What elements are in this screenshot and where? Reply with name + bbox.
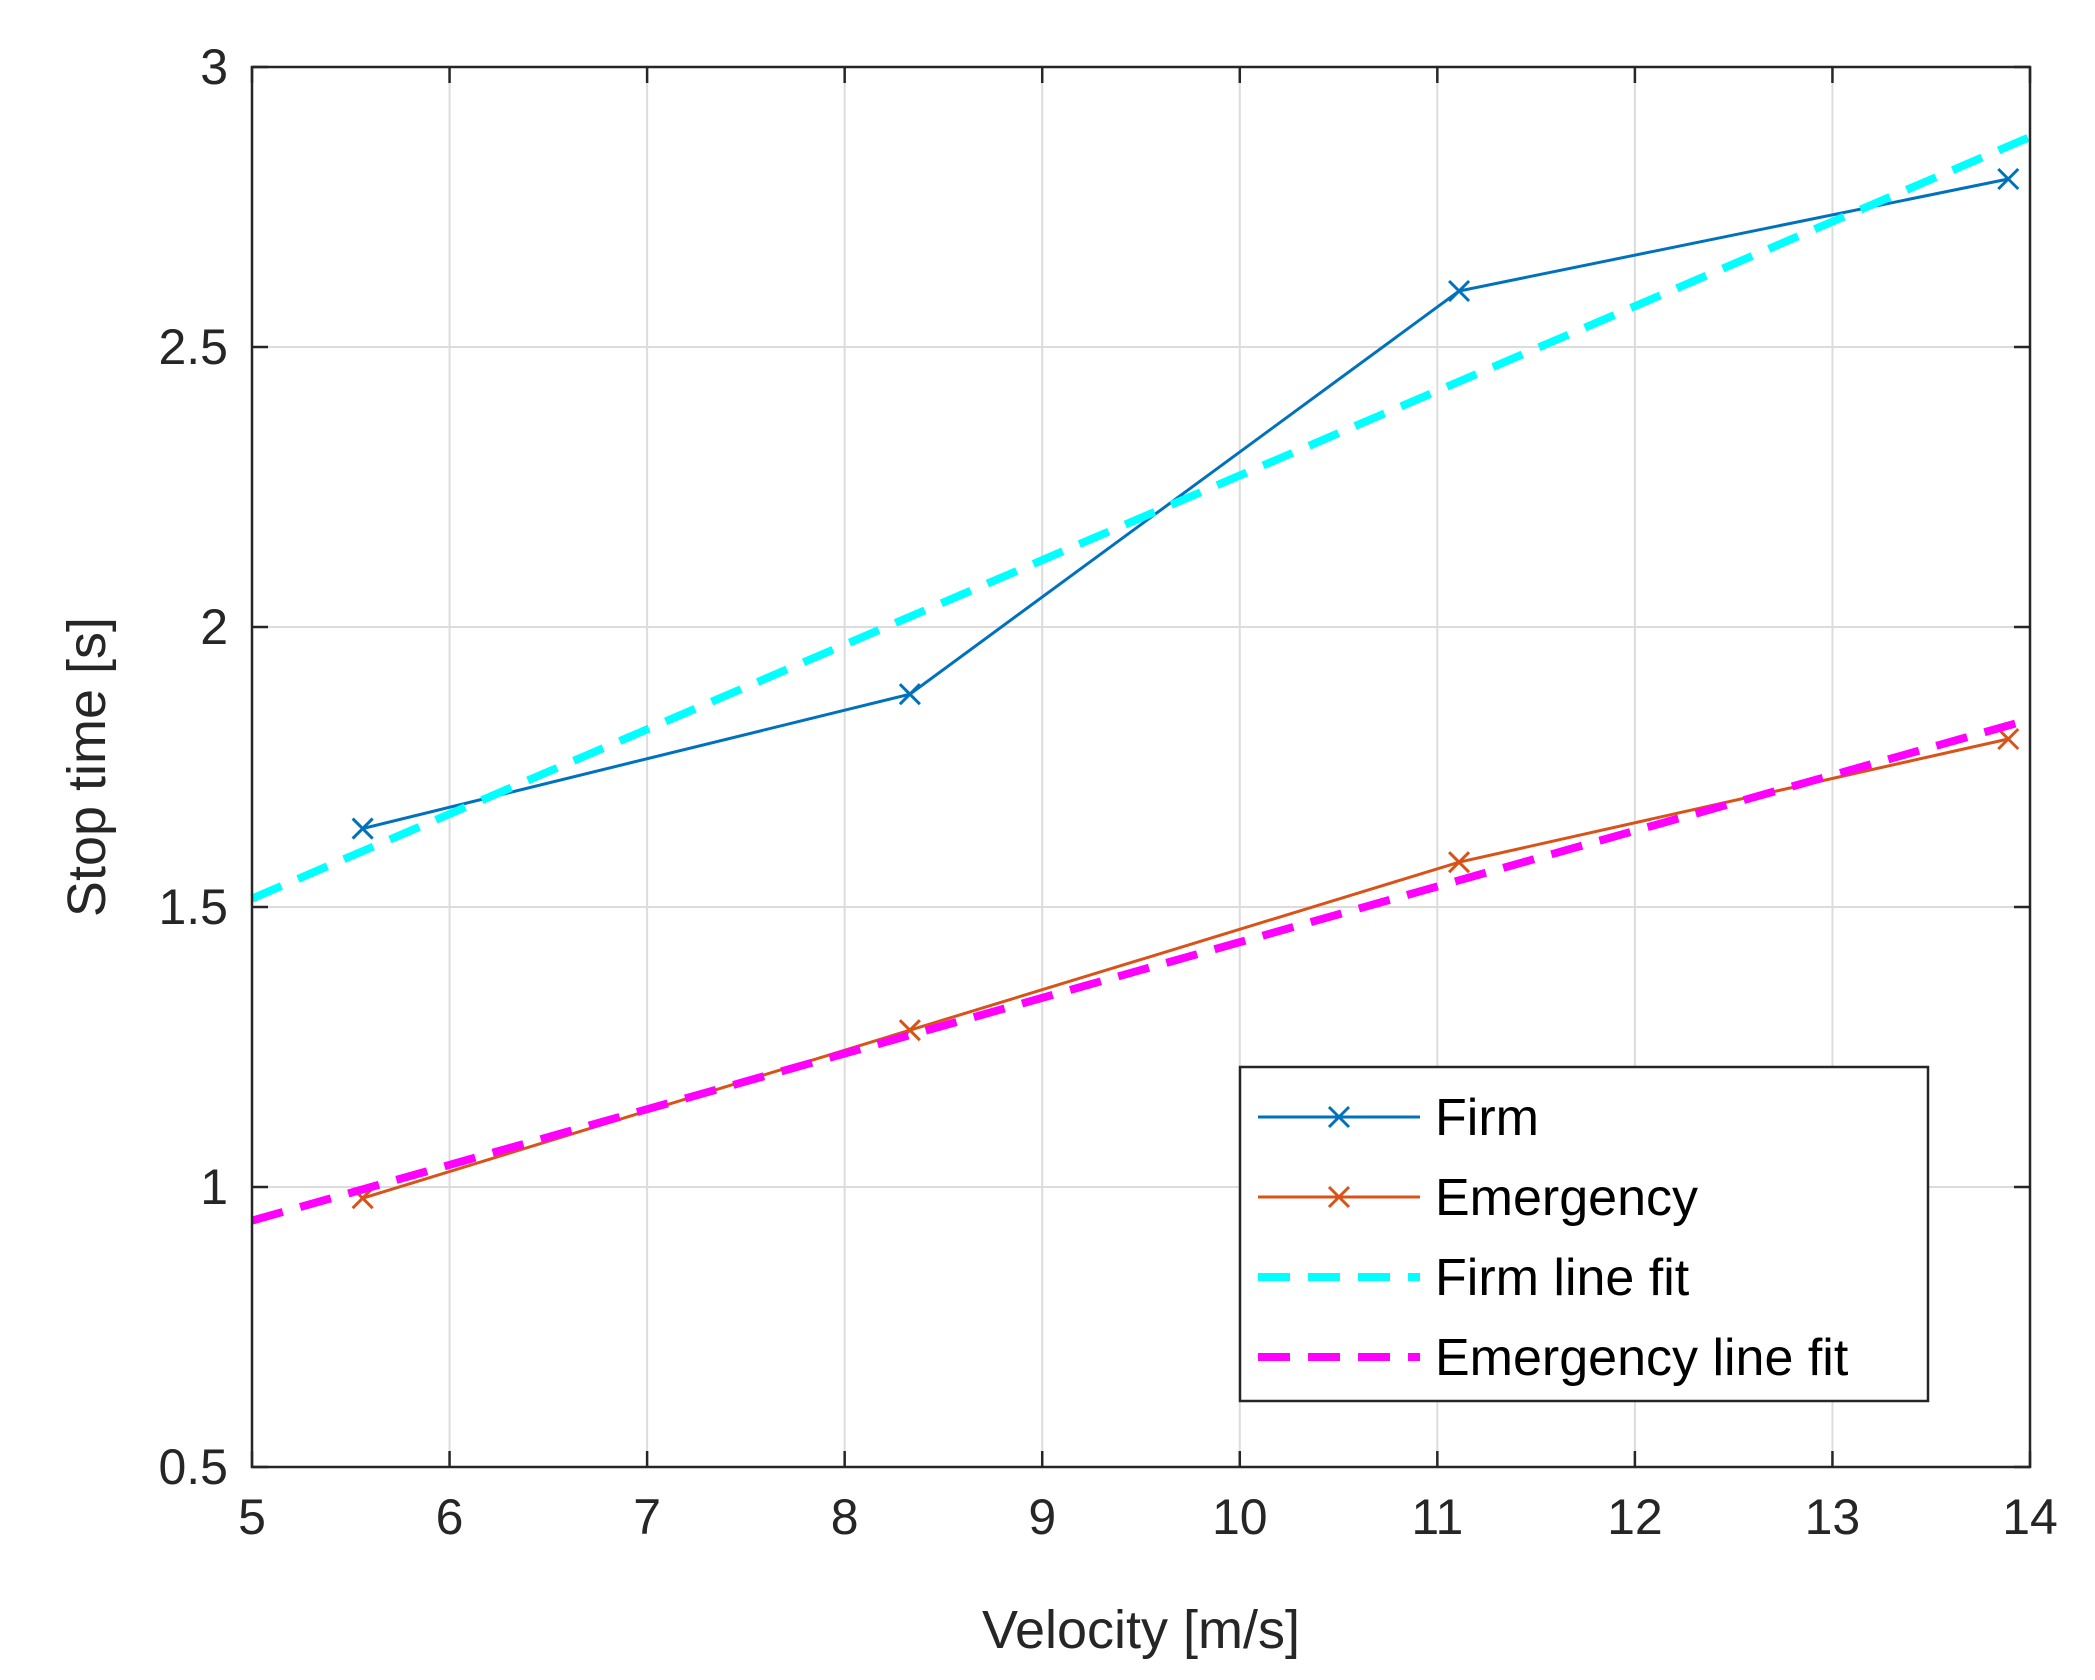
data-point-firm	[898, 683, 921, 706]
y-axis-label: Stop time [s]	[57, 617, 117, 917]
x-tick-label: 10	[1212, 1489, 1268, 1545]
data-point-firm	[351, 817, 374, 840]
x-axis-label: Velocity [m/s]	[982, 1600, 1300, 1660]
legend-label-emergency: Emergency	[1435, 1169, 1698, 1227]
x-tick-label: 14	[2002, 1489, 2058, 1545]
legend-marker-firm	[1327, 1105, 1351, 1129]
y-tick-label: 0.5	[158, 1439, 228, 1495]
data-point-firm	[1447, 279, 1471, 303]
y-tick-label: 2.5	[158, 319, 228, 375]
legend-label-firm-line-fit: Firm line fit	[1435, 1249, 1690, 1307]
x-tick-label: 9	[1028, 1489, 1056, 1545]
legend-marker-emergency	[1327, 1185, 1351, 1209]
x-tick-label: 5	[238, 1489, 266, 1545]
x-tick-label: 7	[633, 1489, 661, 1545]
series-line-emergency	[362, 737, 2009, 1200]
y-tick-label: 1.5	[158, 879, 228, 935]
legend-label-firm: Firm	[1435, 1089, 1539, 1147]
series-layer	[250, 133, 2032, 1225]
legend-entry-emergency-line-fit: Emergency line fit	[1258, 1329, 1849, 1387]
series-line-emergency-line-fit	[250, 715, 2032, 1225]
x-tick-label: 12	[1607, 1489, 1663, 1545]
y-tick-label: 2	[200, 599, 228, 655]
legend-label-emergency-line-fit: Emergency line fit	[1435, 1329, 1849, 1387]
x-tick-label: 8	[831, 1489, 859, 1545]
axis-ticks	[250, 65, 2032, 1469]
x-tick-label: 6	[436, 1489, 464, 1545]
tick-labels: 5 6 7 8 9 10 11 12 13 14 0.5 1 1.5 2 2.5 3	[158, 39, 2057, 1545]
legend-box	[1238, 1065, 1930, 1403]
y-tick-label: 3	[200, 39, 228, 95]
legend: Firm Emergency Firm line fit Emergency l…	[1238, 1065, 1930, 1403]
data-point-emergency	[1997, 727, 2020, 751]
axes-box	[250, 65, 2032, 1469]
legend-entry-emergency: Emergency	[1258, 1169, 1698, 1227]
legend-entry-firm: Firm	[1258, 1089, 1539, 1147]
legend-entry-firm-line-fit: Firm line fit	[1258, 1249, 1690, 1307]
series-line-firm-line-fit	[250, 133, 2032, 903]
y-tick-label: 1	[200, 1159, 228, 1215]
x-tick-label: 11	[1411, 1489, 1463, 1545]
data-point-emergency	[1447, 851, 1471, 874]
x-tick-label: 13	[1805, 1489, 1861, 1545]
series-line-firm	[362, 177, 2009, 831]
data-point-firm	[1997, 167, 2020, 191]
